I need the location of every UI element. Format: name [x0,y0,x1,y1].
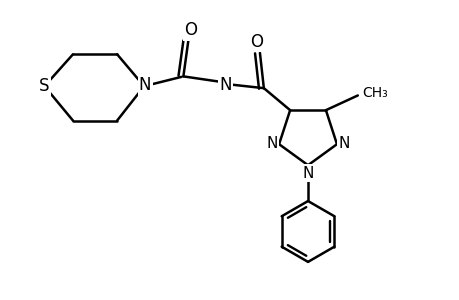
Text: CH₃: CH₃ [362,85,387,100]
Text: N: N [302,166,313,181]
Text: N: N [337,136,349,151]
Text: N: N [266,136,277,151]
Text: O: O [184,21,197,39]
Text: O: O [250,33,263,51]
Text: N: N [139,76,151,94]
Text: S: S [39,77,50,95]
Text: N: N [219,76,231,94]
